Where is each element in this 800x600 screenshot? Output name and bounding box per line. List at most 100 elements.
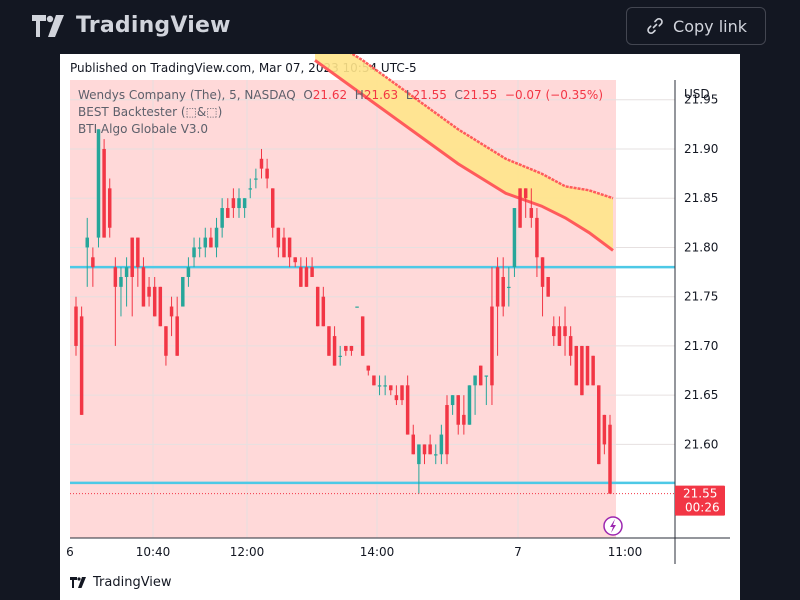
last-price-tag: 21.55 00:26 — [675, 485, 725, 516]
link-icon — [647, 18, 663, 34]
indicator-band — [314, 54, 614, 252]
price-tick: 21.75 — [684, 290, 718, 304]
footer-brand[interactable]: TradingView — [70, 575, 172, 590]
candle-body — [602, 414, 607, 445]
candle-body — [462, 414, 466, 425]
candle-body — [226, 208, 230, 218]
candle-body — [512, 208, 517, 268]
brand-name: TradingView — [76, 13, 231, 38]
price-tick: 21.80 — [684, 240, 718, 254]
candle-body — [231, 198, 236, 209]
low-value: 21.55 — [412, 88, 447, 102]
candle-body — [152, 286, 157, 317]
time-tick: 7 — [514, 545, 522, 559]
candle-body — [591, 355, 595, 386]
candle-body — [518, 188, 522, 228]
candle-body — [96, 129, 101, 238]
candle-body — [372, 375, 376, 386]
candle-body — [287, 237, 292, 258]
candle-body — [501, 276, 505, 307]
candle-body — [535, 217, 539, 258]
candle-body — [585, 345, 590, 386]
last-price-label: 21.55 — [683, 487, 717, 501]
candle-body — [580, 345, 584, 396]
close-label: C — [454, 88, 463, 102]
candle-body — [546, 276, 550, 297]
low-label: L — [405, 88, 413, 102]
candle-body — [169, 306, 174, 317]
candle-body — [366, 365, 371, 371]
candle-body — [411, 434, 416, 455]
candle-body — [428, 444, 432, 455]
candle-body — [147, 286, 151, 297]
candle-body — [175, 316, 179, 356]
candle-body — [74, 306, 78, 346]
candle-body — [540, 257, 545, 287]
candle-body — [344, 345, 348, 351]
open-value: 21.62 — [312, 88, 348, 102]
candle-body — [478, 365, 483, 386]
candle-body — [164, 326, 168, 356]
time-tick: 6 — [66, 545, 74, 559]
candle-body — [304, 267, 309, 287]
candle-body — [507, 286, 511, 289]
candle-body — [405, 385, 410, 435]
price-axis: 21.95 21.90 21.85 21.80 21.75 21.70 21.65 21.60 — [684, 93, 718, 452]
top-bar: TradingView Copy link — [0, 0, 800, 54]
candle-body — [220, 208, 224, 228]
candle-body — [85, 237, 89, 248]
currency-label: USD — [684, 87, 710, 101]
high-label: H — [354, 88, 364, 102]
price-tick: 21.70 — [684, 339, 718, 353]
brand[interactable]: TradingView — [32, 13, 231, 38]
candle-body — [422, 444, 427, 455]
open-label: O — [303, 88, 313, 102]
candle-body — [439, 434, 444, 455]
candle-body — [102, 148, 106, 238]
candle-body — [434, 454, 438, 456]
candle-body — [276, 227, 281, 248]
price-chart[interactable]: USD 21.9521.9021.8521.8021.7521.7021.652… — [60, 54, 740, 600]
candle-body — [299, 267, 303, 287]
band-upper-line — [350, 54, 614, 200]
snapshot-card: Published on TradingView.com, Mar 07, 20… — [60, 54, 740, 600]
candle-body — [473, 375, 477, 386]
candle-body — [107, 188, 112, 228]
candle-body — [293, 257, 297, 263]
symbol-label: Wendys Company (The), 5, NASDAQ — [78, 88, 296, 102]
price-tick: 21.60 — [684, 437, 718, 451]
indicator-algo-globale[interactable]: BTI Algo Globale V3.0 — [78, 122, 209, 136]
lightning-icon[interactable] — [603, 516, 623, 536]
legend-symbol-row[interactable]: Wendys Company (The), 5, NASDAQ O21.62 H… — [78, 87, 603, 104]
candle-body — [265, 168, 269, 179]
candle-body — [203, 237, 208, 248]
candle-body — [321, 296, 326, 327]
candle-body — [282, 237, 286, 258]
copy-link-button[interactable]: Copy link — [626, 7, 766, 45]
candle-body — [315, 286, 320, 327]
candles — [74, 129, 612, 494]
countdown-label: 00:26 — [685, 501, 720, 515]
price-tick: 21.90 — [684, 142, 718, 156]
candle-body — [523, 188, 528, 199]
candle-body — [192, 247, 196, 258]
candle-body — [349, 345, 354, 351]
candle-body — [484, 375, 489, 377]
candle-body — [197, 247, 202, 249]
candle-body — [360, 316, 365, 356]
candle-body — [158, 286, 163, 327]
candle-body — [552, 326, 556, 337]
candle-body — [597, 385, 601, 465]
candle-body — [242, 198, 247, 209]
band-fill — [315, 54, 613, 251]
high-value: 21.63 — [363, 88, 399, 102]
indicator-backtester[interactable]: BEST Backtester (⬚&⬚) — [78, 105, 223, 119]
candle-body — [186, 267, 191, 277]
candle-body — [327, 326, 331, 356]
grid — [70, 80, 675, 538]
candle-body — [79, 316, 84, 415]
candle-body — [383, 385, 387, 387]
candle-body — [124, 267, 129, 277]
price-tick: 21.85 — [684, 191, 718, 205]
candle-body — [259, 158, 264, 169]
